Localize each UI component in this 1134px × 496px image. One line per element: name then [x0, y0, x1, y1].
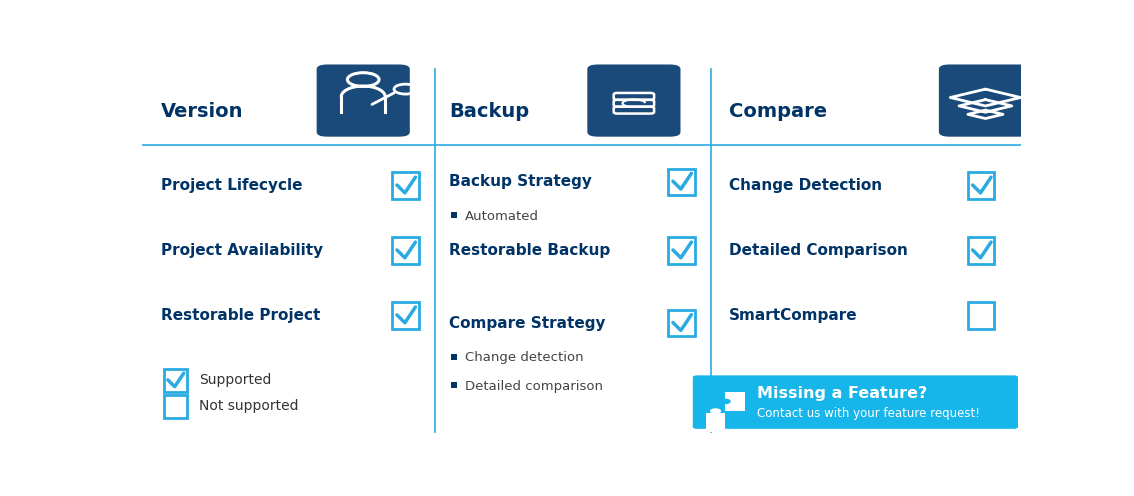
Text: Version: Version — [161, 102, 244, 121]
Text: Supported: Supported — [198, 373, 271, 387]
FancyBboxPatch shape — [316, 64, 409, 137]
Bar — [451, 382, 457, 388]
Text: Missing a Feature?: Missing a Feature? — [756, 386, 928, 401]
Text: Restorable Backup: Restorable Backup — [449, 243, 610, 258]
Text: Not supported: Not supported — [198, 399, 298, 413]
Text: Project Availability: Project Availability — [161, 243, 323, 258]
FancyBboxPatch shape — [726, 392, 745, 411]
Circle shape — [711, 409, 720, 413]
Text: Project Lifecycle: Project Lifecycle — [161, 178, 303, 193]
Text: Detailed Comparison: Detailed Comparison — [729, 243, 907, 258]
Text: Compare: Compare — [729, 102, 827, 121]
Text: Backup: Backup — [449, 102, 530, 121]
Text: Backup Strategy: Backup Strategy — [449, 174, 592, 189]
Text: Detailed comparison: Detailed comparison — [465, 379, 603, 392]
FancyBboxPatch shape — [705, 413, 726, 432]
Bar — [451, 354, 457, 360]
Text: Change detection: Change detection — [465, 351, 584, 364]
FancyBboxPatch shape — [587, 64, 680, 137]
Text: SmartCompare: SmartCompare — [729, 308, 857, 323]
Text: Automated: Automated — [465, 210, 539, 223]
Bar — [451, 212, 457, 218]
FancyBboxPatch shape — [939, 64, 1032, 137]
Text: Change Detection: Change Detection — [729, 178, 882, 193]
FancyBboxPatch shape — [693, 375, 1018, 429]
Text: Restorable Project: Restorable Project — [161, 308, 321, 323]
Text: Compare Strategy: Compare Strategy — [449, 315, 606, 330]
Text: Contact us with your feature request!: Contact us with your feature request! — [756, 407, 980, 420]
Circle shape — [720, 399, 730, 404]
